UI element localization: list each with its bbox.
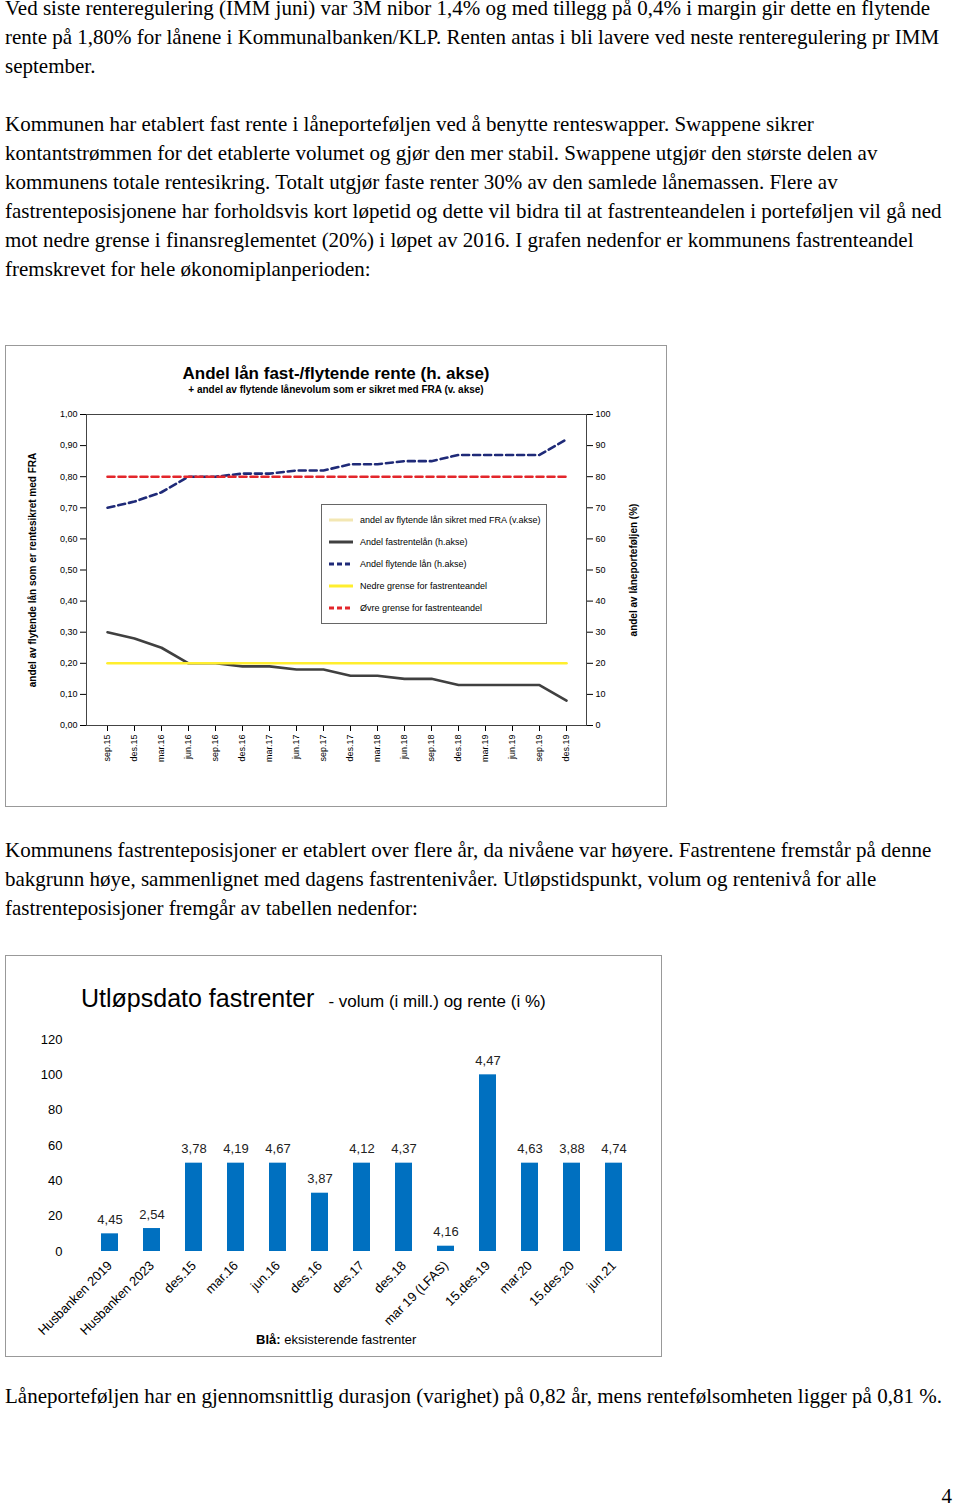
svg-text:10: 10 xyxy=(596,689,606,699)
svg-text:sep.15: sep.15 xyxy=(102,735,112,762)
html-text:Nedre grense for fastrenteande: Nedre grense for fastrenteandel xyxy=(360,581,488,591)
svg-text:4,37: 4,37 xyxy=(391,1141,416,1156)
svg-text:jun.16: jun.16 xyxy=(247,1258,283,1294)
svg-text:0,20: 0,20 xyxy=(60,658,78,668)
svg-text:des.17: des.17 xyxy=(345,735,355,762)
svg-text:2,54: 2,54 xyxy=(139,1207,164,1222)
svg-text:4,12: 4,12 xyxy=(349,1141,374,1156)
svg-text:jun.18: jun.18 xyxy=(399,735,409,761)
svg-text:andel av flytende lån som er r: andel av flytende lån som er rentesikret… xyxy=(27,453,38,688)
svg-text:0,00: 0,00 xyxy=(60,720,78,730)
svg-text:100: 100 xyxy=(596,409,611,419)
svg-text:0,60: 0,60 xyxy=(60,534,78,544)
svg-text:mar 19 (LFAS): mar 19 (LFAS) xyxy=(381,1258,451,1328)
svg-text:4,63: 4,63 xyxy=(517,1141,542,1156)
svg-text:jun.16: jun.16 xyxy=(183,735,193,761)
html-text:Kommunen har etablert fast ren: Kommunen har etablert fast rente i lånep… xyxy=(5,112,942,281)
svg-text:mar.16: mar.16 xyxy=(202,1258,241,1297)
svg-text:4,47: 4,47 xyxy=(475,1053,500,1068)
svg-text:jun.19: jun.19 xyxy=(507,735,517,761)
svg-text:60: 60 xyxy=(596,534,606,544)
svg-text:mar.20: mar.20 xyxy=(496,1258,535,1297)
html-text:+ andel av flytende lånevolum: + andel av flytende lånevolum som er sik… xyxy=(188,384,484,395)
svg-text:15.des.19: 15.des.19 xyxy=(442,1258,493,1309)
svg-text:mar.19: mar.19 xyxy=(480,735,490,763)
svg-text:4,67: 4,67 xyxy=(265,1141,290,1156)
svg-text:0,40: 0,40 xyxy=(60,596,78,606)
svg-text:des.18: des.18 xyxy=(371,1258,409,1296)
html-text:Øvre grense for fastrenteandel: Øvre grense for fastrenteandel xyxy=(360,603,483,613)
svg-text:4,45: 4,45 xyxy=(97,1212,122,1227)
html-text:Utløpsdato fastrenter: Utløpsdato fastrenter xyxy=(81,984,315,1012)
svg-text:mar.16: mar.16 xyxy=(156,735,166,763)
svg-text:des.19: des.19 xyxy=(561,735,571,762)
svg-text:3,87: 3,87 xyxy=(307,1171,332,1186)
svg-text:jun.21: jun.21 xyxy=(583,1258,619,1294)
svg-text:40: 40 xyxy=(48,1173,62,1188)
svg-text:4,19: 4,19 xyxy=(223,1141,248,1156)
svg-text:100: 100 xyxy=(41,1067,63,1082)
html-text:Andel flytende lån (h.akse): Andel flytende lån (h.akse) xyxy=(360,559,467,569)
svg-text:des.15: des.15 xyxy=(161,1258,199,1296)
svg-text:3,78: 3,78 xyxy=(181,1141,206,1156)
svg-text:20: 20 xyxy=(596,658,606,668)
svg-text:Husbanken 2019: Husbanken 2019 xyxy=(35,1258,115,1338)
svg-text:1,00: 1,00 xyxy=(60,409,78,419)
html-text:Blå: eksisterende fastrenter: Blå: eksisterende fastrenter xyxy=(256,1332,417,1347)
html-text:Låneporteføljen har en gjennom: Låneporteføljen har en gjennomsnittlig d… xyxy=(5,1384,942,1408)
svg-text:des.16: des.16 xyxy=(287,1258,325,1296)
svg-text:4,74: 4,74 xyxy=(601,1141,626,1156)
svg-text:30: 30 xyxy=(596,627,606,637)
html-text:- volum (i mill.) og rente (i: - volum (i mill.) og rente (i %) xyxy=(328,992,546,1011)
svg-text:3,88: 3,88 xyxy=(559,1141,584,1156)
svg-text:andel av låneporteføljen (%): andel av låneporteføljen (%) xyxy=(628,504,639,637)
svg-text:mar.17: mar.17 xyxy=(264,735,274,763)
svg-text:des.16: des.16 xyxy=(237,735,247,762)
svg-text:mar.18: mar.18 xyxy=(372,735,382,763)
svg-text:4,16: 4,16 xyxy=(433,1224,458,1239)
svg-text:0,70: 0,70 xyxy=(60,503,78,513)
svg-text:0,50: 0,50 xyxy=(60,565,78,575)
svg-text:des.17: des.17 xyxy=(329,1258,367,1296)
svg-text:120: 120 xyxy=(41,1032,63,1047)
svg-text:80: 80 xyxy=(596,472,606,482)
html-text:Kommunens fastrenteposisjoner: Kommunens fastrenteposisjoner er etabler… xyxy=(5,838,932,920)
html-text:4: 4 xyxy=(941,1484,952,1508)
svg-text:80: 80 xyxy=(48,1102,62,1117)
svg-text:jun.17: jun.17 xyxy=(291,735,301,761)
svg-text:0,90: 0,90 xyxy=(60,440,78,450)
svg-text:des.15: des.15 xyxy=(129,735,139,762)
html-text:Andel lån fast-/flytende rente: Andel lån fast-/flytende rente (h. akse) xyxy=(182,364,490,383)
svg-text:sep.19: sep.19 xyxy=(534,735,544,762)
svg-text:40: 40 xyxy=(596,596,606,606)
svg-text:sep.16: sep.16 xyxy=(210,735,220,762)
svg-text:0: 0 xyxy=(55,1244,62,1259)
svg-text:20: 20 xyxy=(48,1208,62,1223)
svg-text:90: 90 xyxy=(596,440,606,450)
svg-text:sep.18: sep.18 xyxy=(426,735,436,762)
svg-text:60: 60 xyxy=(48,1138,62,1153)
svg-text:15.des.20: 15.des.20 xyxy=(526,1258,577,1309)
svg-text:Husbanken 2023: Husbanken 2023 xyxy=(77,1258,157,1338)
svg-text:0,10: 0,10 xyxy=(60,689,78,699)
svg-text:50: 50 xyxy=(596,565,606,575)
html-text:Andel fastrentelån (h.akse): Andel fastrentelån (h.akse) xyxy=(360,537,468,547)
svg-text:0,30: 0,30 xyxy=(60,627,78,637)
html-text:andel av flytende lån sikret m: andel av flytende lån sikret med FRA (v.… xyxy=(360,515,541,525)
svg-text:70: 70 xyxy=(596,503,606,513)
svg-text:0,80: 0,80 xyxy=(60,472,78,482)
svg-text:sep.17: sep.17 xyxy=(318,735,328,762)
svg-text:des.18: des.18 xyxy=(453,735,463,762)
svg-text:0: 0 xyxy=(596,720,601,730)
